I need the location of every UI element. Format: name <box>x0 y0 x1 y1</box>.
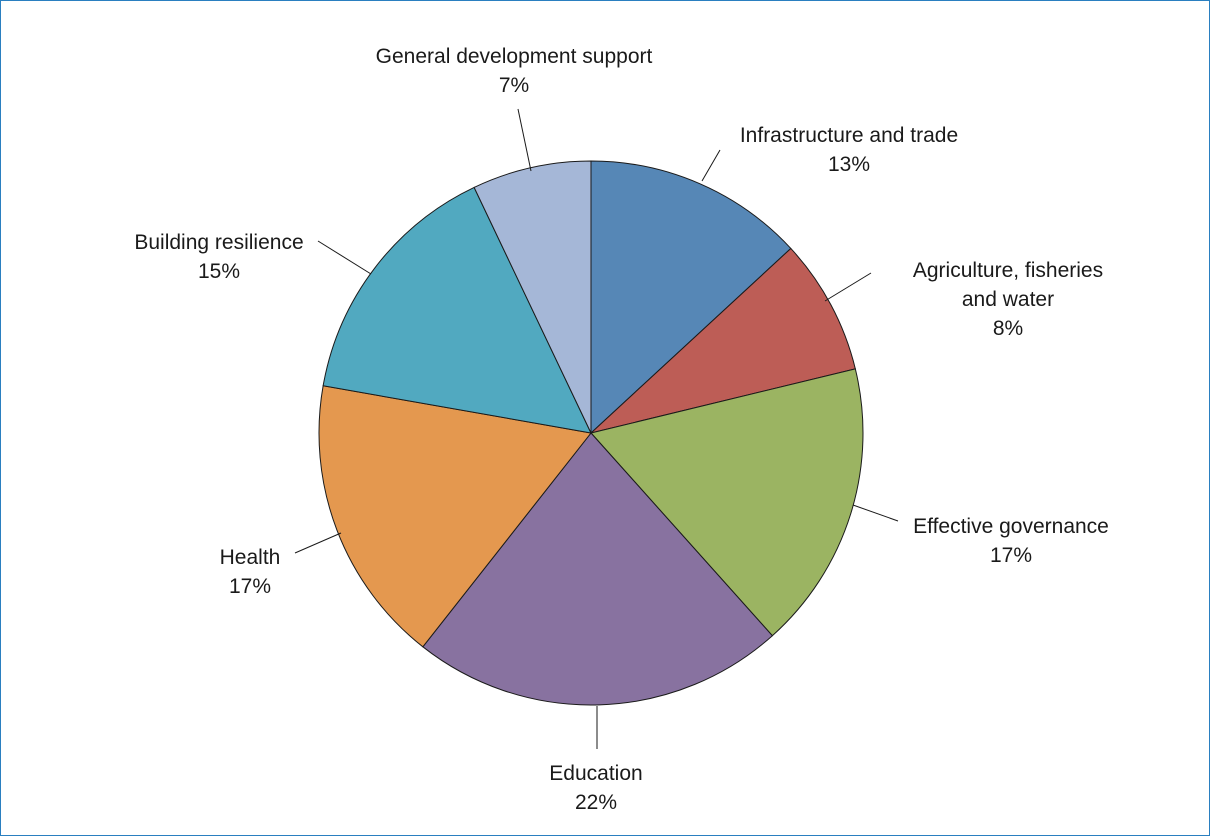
slice-value-1: 8% <box>993 317 1023 340</box>
pie-slice-1 <box>589 247 856 434</box>
slice-value-2: 17% <box>990 544 1032 567</box>
leader-line-5 <box>317 240 372 275</box>
slice-name-1: and water <box>962 288 1054 311</box>
slice-value-6: 7% <box>499 74 529 97</box>
slice-value-0: 13% <box>828 153 870 176</box>
slice-name-0: Infrastructure and trade <box>740 124 958 147</box>
slice-name-3: Education <box>549 762 642 785</box>
slice-name-6: General development support <box>376 45 653 68</box>
slice-label-6: General development support 7% <box>376 45 653 97</box>
slice-label-4: Health 17% <box>220 546 281 598</box>
slice-name-1: Agriculture, fisheries <box>913 259 1103 282</box>
slice-value-5: 15% <box>198 260 240 283</box>
slice-value-3: 22% <box>575 791 617 814</box>
slice-name-2: Effective governance <box>913 515 1109 538</box>
slice-label-5: Building resilience 15% <box>134 231 303 283</box>
slice-label-3: Education 22% <box>549 762 642 814</box>
pie-slice-4 <box>318 385 592 648</box>
slice-label-2: Effective governance 17% <box>913 515 1109 567</box>
leader-line-6 <box>517 108 532 172</box>
slice-name-4: Health <box>220 546 281 569</box>
slice-value-4: 17% <box>229 575 271 598</box>
slice-name-5: Building resilience <box>134 231 303 254</box>
leader-line-1 <box>824 272 872 302</box>
pie-slice-2 <box>590 368 864 637</box>
pie-slice-0 <box>590 160 792 435</box>
pie-slice-5 <box>322 186 592 434</box>
pie-slice-6 <box>473 160 592 434</box>
pie-slice-3 <box>422 432 774 706</box>
leader-line-4 <box>294 532 342 554</box>
slice-label-0: Infrastructure and trade 13% <box>740 124 958 176</box>
leader-line-0 <box>701 149 721 182</box>
leader-line-2 <box>852 504 899 522</box>
slice-label-1: Agriculture, fisheries and water 8% <box>913 259 1103 340</box>
